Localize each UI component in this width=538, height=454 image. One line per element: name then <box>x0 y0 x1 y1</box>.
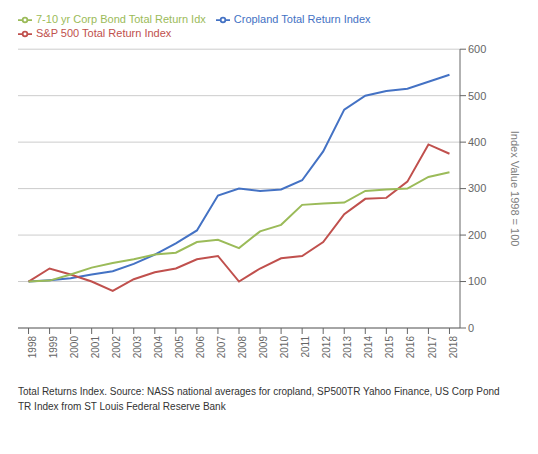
svg-text:2012: 2012 <box>321 336 332 359</box>
svg-text:2005: 2005 <box>174 336 185 359</box>
svg-text:2010: 2010 <box>279 336 290 359</box>
svg-text:2015: 2015 <box>384 336 395 359</box>
svg-text:2009: 2009 <box>258 336 269 359</box>
html-text:7-10 yr Corp Bond Total Return: 7-10 yr Corp Bond Total Return Idx <box>36 13 206 25</box>
svg-text:1998: 1998 <box>27 336 38 359</box>
html-text:TR Index from ST Louis Federal: TR Index from ST Louis Federal Reserve B… <box>18 401 226 412</box>
svg-text:2011: 2011 <box>300 336 311 358</box>
html-text:S&P 500 Total Return Index: S&P 500 Total Return Index <box>36 27 172 40</box>
svg-text:0: 0 <box>468 322 474 334</box>
svg-text:2008: 2008 <box>237 336 248 359</box>
svg-text:2018: 2018 <box>448 336 459 359</box>
svg-text:300: 300 <box>468 182 486 194</box>
svg-text:2007: 2007 <box>216 336 227 359</box>
svg-text:200: 200 <box>468 229 486 241</box>
svg-text:2006: 2006 <box>195 336 206 359</box>
svg-text:2003: 2003 <box>132 336 143 359</box>
svg-text:Index Value 1998 = 100: Index Value 1998 = 100 <box>509 131 521 247</box>
svg-text:2004: 2004 <box>153 336 164 359</box>
svg-text:1999: 1999 <box>48 336 59 359</box>
svg-text:2013: 2013 <box>342 336 353 359</box>
svg-text:400: 400 <box>468 136 486 148</box>
svg-text:2002: 2002 <box>111 336 122 359</box>
svg-text:500: 500 <box>468 90 486 102</box>
svg-text:2000: 2000 <box>69 336 80 359</box>
html-text:Total Returns Index. Source: N: Total Returns Index. Source: NASS nation… <box>18 386 500 397</box>
svg-text:2017: 2017 <box>427 336 438 359</box>
svg-text:2014: 2014 <box>363 336 374 359</box>
svg-text:2016: 2016 <box>405 336 416 359</box>
svg-text:2001: 2001 <box>90 336 101 359</box>
svg-text:600: 600 <box>468 43 486 55</box>
svg-text:100: 100 <box>468 275 486 287</box>
html-text:Cropland Total Return Index: Cropland Total Return Index <box>233 13 371 25</box>
